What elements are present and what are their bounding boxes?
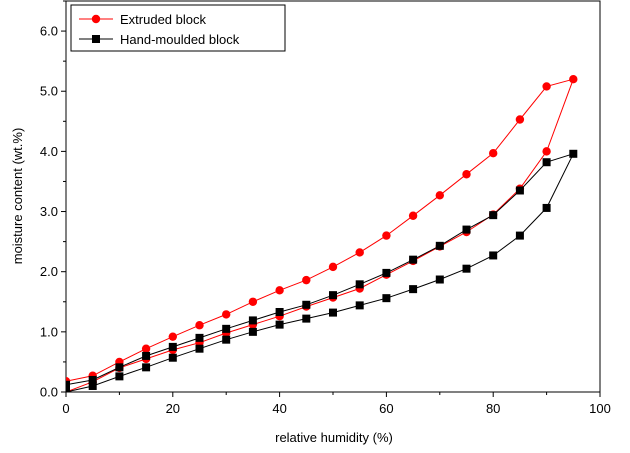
data-point xyxy=(275,307,284,316)
data-point xyxy=(515,115,525,124)
legend-box xyxy=(70,4,286,52)
data-point xyxy=(435,191,444,200)
data-point xyxy=(248,297,258,306)
y-tick-label: 1.0 xyxy=(40,324,58,339)
data-point xyxy=(408,211,418,220)
data-point xyxy=(462,225,471,234)
y-axis-label: moisture content (wt.%) xyxy=(10,128,25,265)
data-point xyxy=(195,321,204,330)
data-point xyxy=(409,285,418,294)
y-tick-label: 0.0 xyxy=(40,385,58,400)
data-point xyxy=(115,372,124,381)
data-point xyxy=(168,342,177,351)
data-point xyxy=(435,275,444,284)
data-point xyxy=(222,324,231,333)
data-point xyxy=(302,275,311,285)
data-point xyxy=(142,351,151,360)
data-point xyxy=(569,149,578,158)
data-point xyxy=(302,314,311,323)
data-point xyxy=(275,286,284,295)
data-point xyxy=(248,327,257,336)
legend: Extruded block Hand-moulded block xyxy=(70,4,286,52)
series-line-1 xyxy=(66,78,575,392)
plot-frame xyxy=(65,0,601,393)
data-point xyxy=(515,231,524,240)
y-tick-label: 3.0 xyxy=(40,204,58,219)
data-point xyxy=(542,82,551,91)
data-point xyxy=(329,291,337,300)
data-point xyxy=(275,320,284,329)
data-point xyxy=(248,316,257,325)
data-point xyxy=(328,262,338,272)
data-point xyxy=(66,388,70,392)
data-point xyxy=(515,186,524,195)
x-tick-label: 20 xyxy=(166,401,180,416)
data-point xyxy=(489,211,498,220)
x-tick-label: 0 xyxy=(62,401,69,416)
data-point xyxy=(88,381,97,390)
data-point xyxy=(489,148,498,158)
data-point xyxy=(462,264,471,273)
series-line-2 xyxy=(66,152,575,392)
data-point xyxy=(222,310,231,319)
data-point xyxy=(542,158,551,167)
data-point xyxy=(141,344,151,353)
legend-marker-2 xyxy=(92,35,100,43)
data-layer xyxy=(66,75,578,392)
y-tick-label: 5.0 xyxy=(40,84,58,99)
data-point xyxy=(355,248,364,257)
data-point xyxy=(462,170,471,179)
data-point xyxy=(489,251,498,260)
data-point xyxy=(355,301,364,310)
data-point xyxy=(569,75,578,84)
data-point xyxy=(542,203,551,212)
y-tick-label: 4.0 xyxy=(40,144,58,159)
data-point xyxy=(88,375,97,384)
data-point xyxy=(542,147,551,156)
data-point xyxy=(382,268,391,277)
x-tick-label: 100 xyxy=(589,401,611,416)
data-point xyxy=(329,308,337,317)
data-point xyxy=(382,231,391,240)
data-point xyxy=(168,353,177,362)
x-tick-label: 80 xyxy=(486,401,500,416)
data-point xyxy=(142,363,151,372)
data-point xyxy=(195,344,204,353)
x-axis-label: relative humidity (%) xyxy=(275,430,393,445)
data-point xyxy=(382,294,391,303)
data-point xyxy=(302,300,311,309)
legend-label-2: Hand-moulded block xyxy=(120,32,240,47)
data-point xyxy=(435,241,444,250)
data-point xyxy=(409,255,418,264)
y-tick-label: 6.0 xyxy=(40,24,58,39)
y-tick-label: 2.0 xyxy=(40,264,58,279)
x-tick-label: 40 xyxy=(272,401,286,416)
data-point xyxy=(222,335,231,344)
data-point xyxy=(195,333,204,342)
data-point xyxy=(168,332,177,341)
data-point xyxy=(115,363,124,372)
data-point xyxy=(355,280,364,289)
legend-marker-1 xyxy=(91,14,101,24)
x-tick-label: 60 xyxy=(379,401,393,416)
data-point xyxy=(66,380,70,389)
legend-label-1: Extruded block xyxy=(120,12,206,27)
